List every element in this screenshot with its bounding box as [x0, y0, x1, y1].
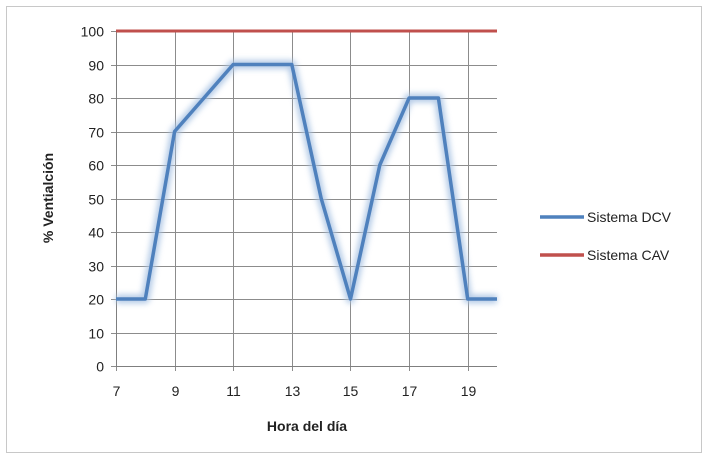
- series-line-sistema-dcv: [116, 62, 497, 301]
- axes: [116, 31, 497, 367]
- legend-label-sistema-cav: Sistema CAV: [587, 247, 670, 263]
- x-tick-label-19: 19: [461, 383, 477, 399]
- y-tick-label-40: 40: [88, 225, 104, 241]
- series-lines: [116, 29, 497, 304]
- legend-label-sistema-dcv: Sistema DCV: [587, 209, 672, 225]
- x-axis-title: Hora del día: [267, 418, 347, 434]
- legend: Sistema DCV Sistema CAV: [540, 209, 672, 263]
- x-tick-label-11: 11: [226, 383, 241, 399]
- y-tick-label-20: 20: [88, 292, 104, 308]
- x-tick-label-7: 7: [113, 383, 121, 399]
- chart-frame: [6, 6, 702, 453]
- x-tick-label-13: 13: [285, 383, 301, 399]
- y-tick-label-10: 10: [88, 326, 104, 342]
- y-tick-label-60: 60: [88, 158, 104, 174]
- y-tick-label-90: 90: [88, 58, 104, 74]
- x-tick-label-17: 17: [402, 383, 418, 399]
- y-tick-label-30: 30: [88, 259, 104, 275]
- y-tick-label-70: 70: [88, 125, 104, 141]
- y-tick-label-80: 80: [88, 91, 104, 107]
- x-tick-label-9: 9: [172, 383, 180, 399]
- y-tick-label-0: 0: [96, 359, 104, 375]
- tick-labels: 0 10 20 30 40 50 60 70 80 90 100 7 9 11 13 15 17 19: [81, 24, 477, 400]
- y-axis-title: % Ventialción: [40, 153, 56, 243]
- x-tick-label-15: 15: [343, 383, 359, 399]
- y-tick-label-50: 50: [88, 192, 104, 208]
- y-tick-label-100: 100: [81, 24, 105, 40]
